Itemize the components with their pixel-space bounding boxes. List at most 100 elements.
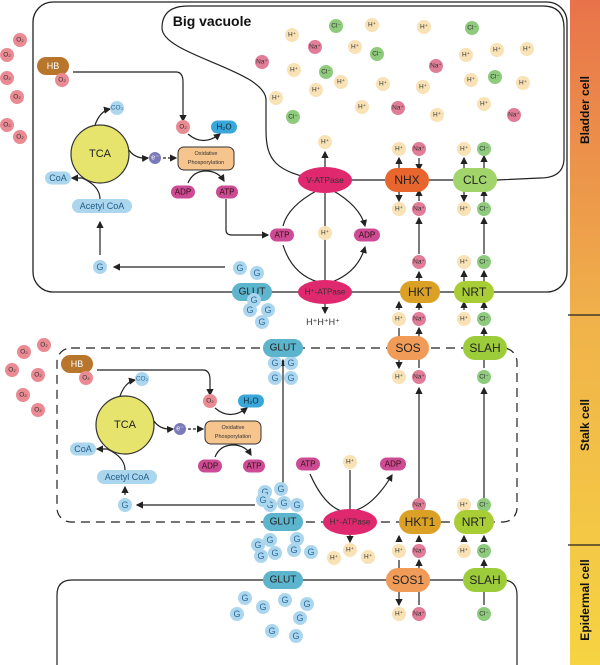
na-ion-circle (412, 312, 426, 326)
adp-arc (331, 245, 367, 283)
glucose: G (284, 371, 298, 385)
o2-molecule-circle (203, 394, 217, 408)
glucose: G (233, 261, 247, 275)
atp-molecule-shape (270, 228, 294, 242)
glucose-circle (93, 260, 107, 274)
na-ion-circle (412, 544, 426, 558)
glucose-circle (250, 266, 264, 280)
na-ion-label: Na⁺ (413, 259, 425, 266)
slah-transporter: SLAH (463, 336, 507, 360)
glucose-circle (256, 600, 270, 614)
h-ion-circle (343, 543, 357, 557)
h-ion: H⁺ (392, 544, 406, 558)
glucose-circle (268, 356, 282, 370)
slah-transporter-shape (463, 568, 507, 592)
glucose-circle (300, 597, 314, 611)
co2-arrow (119, 377, 137, 397)
h-ion: H⁺ (392, 312, 406, 326)
o2-molecule: O₂ (31, 368, 45, 382)
o2-molecule: O₂ (31, 403, 45, 417)
h-ion-circle (490, 43, 504, 57)
hkt-transporter-label: HKT (408, 285, 433, 299)
glucose-label: G (121, 500, 128, 510)
cl-ion-label: Cl⁻ (321, 69, 331, 76)
na-ion-label: Na⁺ (413, 206, 425, 213)
na-ion-label: Na⁺ (392, 105, 404, 112)
sos-transporter: SOS (387, 336, 429, 360)
epidermal-cell-label: Epidermal cell (578, 559, 592, 640)
o2-molecule-circle (13, 33, 27, 47)
acetyl-coa-molecule-shape (97, 470, 157, 484)
o2-molecule-label: O₂ (40, 342, 48, 349)
vacuole-membrane (161, 5, 565, 181)
acetyl-coa-molecule-shape (72, 199, 132, 213)
glucose-label: G (271, 358, 278, 368)
o2-molecule: O₂ (37, 338, 51, 352)
glucose-label: G (254, 540, 261, 550)
glucose: G (274, 482, 288, 496)
h-ion: H⁺ (309, 83, 323, 97)
h-ion-circle (430, 108, 444, 122)
atp-molecule-label: ATP (301, 460, 316, 469)
h-ion: H⁺ (457, 544, 471, 558)
glucose-label: G (264, 305, 271, 315)
cl-ion-circle (477, 370, 491, 384)
glut-transporter: GLUT (263, 339, 303, 357)
hkt-transporter-shape (400, 281, 440, 303)
glucose-label: G (246, 305, 253, 315)
nrt-transporter: NRT (454, 281, 494, 303)
h-ion: H⁺ (477, 97, 491, 111)
h-ion: H⁺ (516, 76, 530, 90)
nrt-transporter-shape (454, 510, 494, 534)
o2-molecule: O₂ (0, 118, 14, 132)
h-ion: H⁺ (348, 40, 362, 54)
h-ion-label: H⁺ (460, 502, 469, 509)
h-ion-circle (392, 607, 406, 621)
h-ion-label: H⁺ (321, 139, 330, 146)
h-ion-circle (417, 20, 431, 34)
cl-ion: Cl⁻ (477, 142, 491, 156)
electron (174, 423, 186, 435)
na-ion-label: Na⁺ (413, 548, 425, 555)
h-ion-circle (376, 77, 390, 91)
h-ion-label: H⁺ (519, 80, 528, 87)
na-ion-circle (412, 142, 426, 156)
cl-ion-label: Cl⁻ (479, 374, 489, 381)
h-ion-label: H⁺ (433, 112, 442, 119)
glucose-label: G (241, 593, 248, 603)
hkt1-transporter: HKT1 (399, 510, 441, 534)
hb-protein-shape (61, 355, 93, 373)
h-ion: H⁺ (416, 80, 430, 94)
h-ion-circle (392, 312, 406, 326)
glucose-circle (263, 533, 277, 547)
co2-molecule: CO₂ (135, 372, 149, 386)
na-ion: Na⁺ (412, 255, 426, 269)
h-atpase-label: H⁺-ATPase (330, 518, 371, 527)
hb-protein-label: HB (47, 61, 60, 71)
stalk-cell-label: Stalk cell (578, 399, 592, 451)
o2-molecule-label: O₂ (34, 407, 42, 414)
glucose-label: G (271, 548, 278, 558)
glucose: G (256, 493, 270, 507)
h-ion-label: H⁺ (395, 548, 404, 555)
o2-molecule-label: O₂ (3, 52, 11, 59)
h-ion-label: H⁺ (290, 67, 299, 74)
h-ion-label: H⁺ (395, 611, 404, 618)
o2-molecule-label: O₂ (58, 77, 66, 84)
proton-cluster: H⁺H⁺H⁺ (306, 317, 340, 327)
glucose-circle (290, 498, 304, 512)
o2-molecule-circle (79, 371, 93, 385)
glucose-label: G (250, 295, 257, 305)
atp-transport-arrow (225, 199, 270, 239)
glut-transporter-shape (263, 513, 303, 531)
o2-molecule-label: O₂ (19, 392, 27, 399)
hkt-transporter: HKT (400, 281, 440, 303)
h-ion-circle (392, 142, 406, 156)
glucose: G (293, 611, 307, 625)
glucose: G (277, 496, 291, 510)
atp-arc (282, 189, 319, 227)
h-ion-label: H⁺ (460, 146, 469, 153)
adp-molecule: ADP (380, 457, 406, 471)
na-ion-label: Na⁺ (413, 502, 425, 509)
oxphos-box (204, 420, 262, 445)
